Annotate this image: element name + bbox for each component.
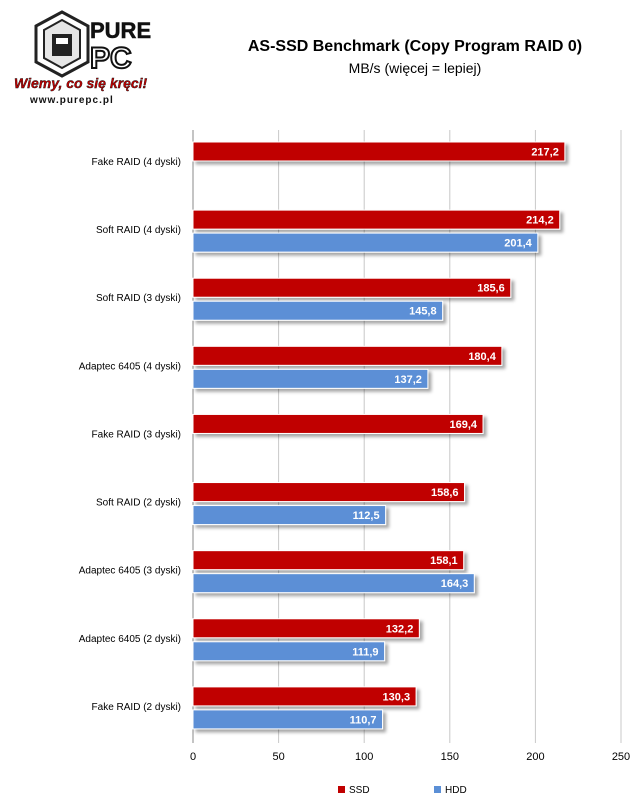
ssd-bar: [192, 413, 484, 434]
ssd-bar: [192, 277, 512, 298]
category-label: Fake RAID (4 dyski): [92, 157, 181, 168]
category-label: Adaptec 6405 (2 dyski): [79, 634, 181, 645]
x-tick-label: 0: [190, 751, 196, 763]
ssd-bar: [192, 550, 465, 571]
hdd-legend-label: HDD: [445, 785, 467, 796]
x-tick-label: 200: [526, 751, 544, 763]
ssd-legend-swatch: [338, 786, 345, 793]
x-tick-label: 150: [441, 751, 459, 763]
category-label: Adaptec 6405 (3 dyski): [79, 566, 181, 577]
category-label: Soft RAID (4 dyski): [96, 225, 181, 236]
category-label: Fake RAID (3 dyski): [92, 429, 181, 440]
hdd-bar: [192, 368, 429, 389]
logo-slogan: Wiemy, co się kręci!: [14, 75, 148, 91]
logo-url: www.purepc.pl: [29, 95, 114, 106]
data-label: 145,8: [409, 306, 437, 318]
logo-brand-top: PURE: [90, 18, 151, 43]
logo-brand-bottom: PC: [90, 42, 132, 75]
data-label: 130,3: [383, 691, 411, 703]
ssd-bar: [192, 686, 417, 707]
data-label: 217,2: [531, 147, 559, 159]
hdd-bar: [192, 505, 387, 526]
data-label: 164,3: [441, 578, 469, 590]
ssd-bar: [192, 345, 503, 366]
data-label: 111,9: [352, 646, 378, 658]
category-label: Adaptec 6405 (4 dyski): [79, 361, 181, 372]
chart-subtitle: MB/s (więcej = lepiej): [348, 60, 482, 76]
hdd-bar: [192, 709, 384, 730]
ssd-bar: [192, 482, 466, 503]
ssd-bar: [192, 141, 566, 162]
category-label: Soft RAID (2 dyski): [96, 498, 181, 509]
x-tick-label: 100: [355, 751, 373, 763]
hdd-bar: [192, 641, 386, 662]
hdd-legend-swatch: [434, 786, 441, 793]
ssd-bar: [192, 209, 561, 230]
data-label: 214,2: [526, 215, 554, 227]
purepc-logo: PURE PC Wiemy, co się kręci! www.purepc.…: [14, 10, 151, 106]
hdd-bar: [192, 232, 539, 253]
ssd-bar: [192, 618, 420, 639]
data-label: 158,6: [431, 487, 459, 499]
chart-title: AS-SSD Benchmark (Copy Program RAID 0): [247, 38, 583, 55]
data-label: 180,4: [468, 351, 496, 363]
data-label: 169,4: [449, 419, 477, 431]
hdd-bar: [192, 300, 444, 321]
hdd-bar: [192, 573, 475, 594]
x-tick-label: 250: [612, 751, 630, 763]
data-label: 112,5: [353, 510, 380, 522]
data-label: 110,7: [350, 714, 377, 726]
category-label: Fake RAID (2 dyski): [92, 702, 181, 713]
data-label: 158,1: [430, 555, 458, 567]
data-label: 185,6: [477, 283, 505, 295]
data-label: 132,2: [386, 623, 414, 635]
data-label: 137,2: [394, 374, 422, 386]
x-tick-label: 50: [272, 751, 284, 763]
data-label: 201,4: [504, 238, 532, 250]
ssd-legend-label: SSD: [349, 785, 370, 796]
category-label: Soft RAID (3 dyski): [96, 293, 181, 304]
